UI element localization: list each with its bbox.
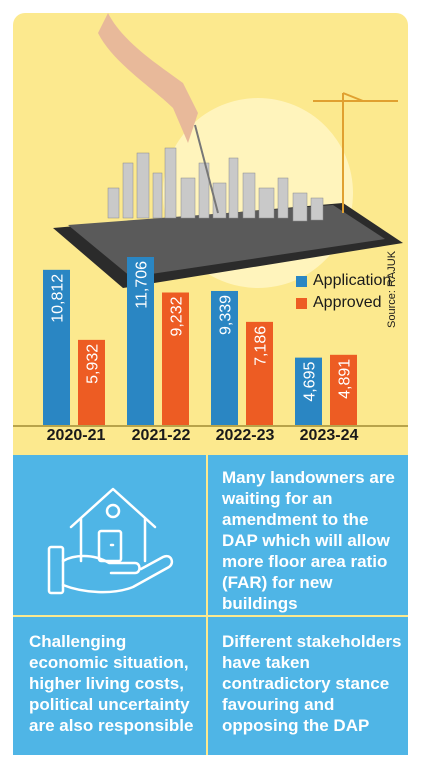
- legend-approved-label: Approved: [313, 294, 382, 311]
- legend-application-label: Application: [313, 272, 392, 289]
- bar-application-2021-22: [127, 257, 154, 425]
- category-label-1: 2020-21: [46, 427, 106, 444]
- panel-bottom-left-text: Challenging economic situation, higher l…: [29, 632, 194, 735]
- legend-approved: Approved: [296, 294, 382, 312]
- legend-application: Application: [296, 272, 391, 290]
- bar-label-application-2022-23: 9,339: [218, 295, 235, 335]
- bar-label-application-2023-24: 4,695: [302, 362, 319, 402]
- panel-bottom-left: Challenging economic situation, higher l…: [13, 617, 206, 755]
- panel-bottom-right-text: Different stakeholders have taken contra…: [222, 632, 402, 735]
- city-tablet-illustration: [53, 13, 403, 288]
- category-band: [13, 425, 408, 455]
- bar-chart: 10,812 5,932 11,706 9,232 9,339 7,186 4,695 4,8…: [43, 13, 403, 425]
- bar-label-application-2020-21: 10,812: [50, 274, 67, 323]
- panel-icon: [13, 455, 206, 615]
- bar-approved-2020-21: [78, 339, 105, 425]
- panel-top-right: Many landowners are waiting for an amend…: [208, 455, 408, 615]
- category-label-4: 2023-24: [299, 427, 359, 444]
- bar-label-approved-2022-23: 7,186: [253, 326, 270, 366]
- bar-label-approved-2023-24: 4,891: [337, 359, 354, 399]
- bar-application-2022-23: [211, 290, 238, 425]
- bar-label-approved-2021-22: 9,232: [169, 296, 186, 336]
- source-label: Source: RAJUK: [386, 250, 398, 328]
- panel-divider-horizontal: [13, 615, 408, 617]
- bar-label-approved-2020-21: 5,932: [85, 344, 102, 384]
- legend-approved-swatch: [296, 297, 307, 309]
- chart-area: 10,812 5,932 11,706 9,232 9,339 7,186 4,695 4,8…: [13, 13, 408, 425]
- panel-bottom-right: Different stakeholders have taken contra…: [208, 617, 408, 755]
- legend-application-swatch: [296, 275, 307, 287]
- bar-application-2023-24: [295, 357, 322, 425]
- category-label-2: 2021-22: [131, 427, 191, 444]
- bar-label-application-2021-22: 11,706: [134, 261, 151, 309]
- bar-approved-2021-22: [162, 292, 189, 425]
- bars-group: 10,812 5,932 11,706 9,232 9,339 7,186 4,695 4,8…: [43, 257, 357, 425]
- bar-approved-2023-24: [330, 354, 357, 425]
- house-in-hand-icon: [47, 487, 174, 595]
- bar-application-2020-21: [43, 269, 70, 425]
- category-label-3: 2022-23: [215, 427, 275, 444]
- bar-approved-2022-23: [246, 321, 273, 425]
- panel-divider-vertical: [206, 455, 208, 755]
- panel-top-right-text: Many landowners are waiting for an amend…: [222, 468, 395, 613]
